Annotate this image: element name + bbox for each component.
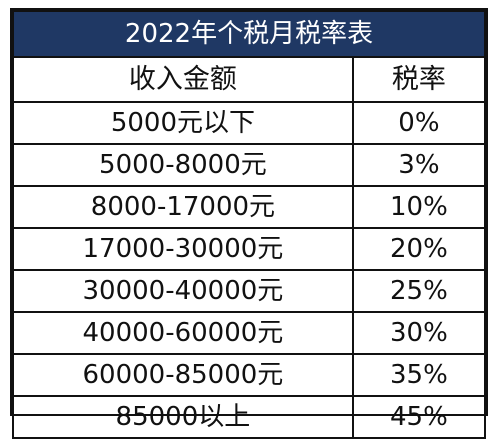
tax-rate-table: 2022年个税月税率表 收入金额 税率 5000元以下 0% 5000-8000… [12, 10, 487, 439]
rate-cell: 35% [351, 353, 487, 397]
table-header-row: 收入金额 税率 [12, 56, 487, 103]
table-row: 30000-40000元 25% [12, 269, 487, 313]
table-row: 5000元以下 0% [12, 101, 487, 145]
amount-cell: 5000-8000元 [12, 143, 354, 187]
rate-cell: 45% [351, 395, 487, 439]
rate-cell: 25% [351, 269, 487, 313]
amount-cell: 60000-85000元 [12, 353, 354, 397]
rate-cell: 3% [351, 143, 487, 187]
rate-cell: 0% [351, 101, 487, 145]
table-row: 40000-60000元 30% [12, 311, 487, 355]
tax-rate-table-container: 2022年个税月税率表 收入金额 税率 5000元以下 0% 5000-8000… [10, 8, 488, 439]
amount-cell: 17000-30000元 [12, 227, 354, 271]
table-title: 2022年个税月税率表 [12, 10, 486, 58]
rate-cell: 10% [351, 185, 487, 229]
table-row: 8000-17000元 10% [12, 185, 487, 229]
table-row: 5000-8000元 3% [12, 143, 487, 187]
amount-cell: 30000-40000元 [12, 269, 354, 313]
table-title-row: 2022年个税月税率表 [12, 10, 486, 58]
rate-cell: 30% [351, 311, 487, 355]
column-header-rate: 税率 [351, 56, 487, 103]
table-row: 17000-30000元 20% [12, 227, 487, 271]
column-header-amount: 收入金额 [12, 56, 354, 103]
amount-cell: 5000元以下 [12, 101, 354, 145]
table-row: 85000以上 45% [12, 395, 487, 439]
amount-cell: 85000以上 [12, 395, 354, 439]
rate-cell: 20% [351, 227, 487, 271]
table-row: 60000-85000元 35% [12, 353, 487, 397]
amount-cell: 8000-17000元 [12, 185, 354, 229]
amount-cell: 40000-60000元 [12, 311, 354, 355]
